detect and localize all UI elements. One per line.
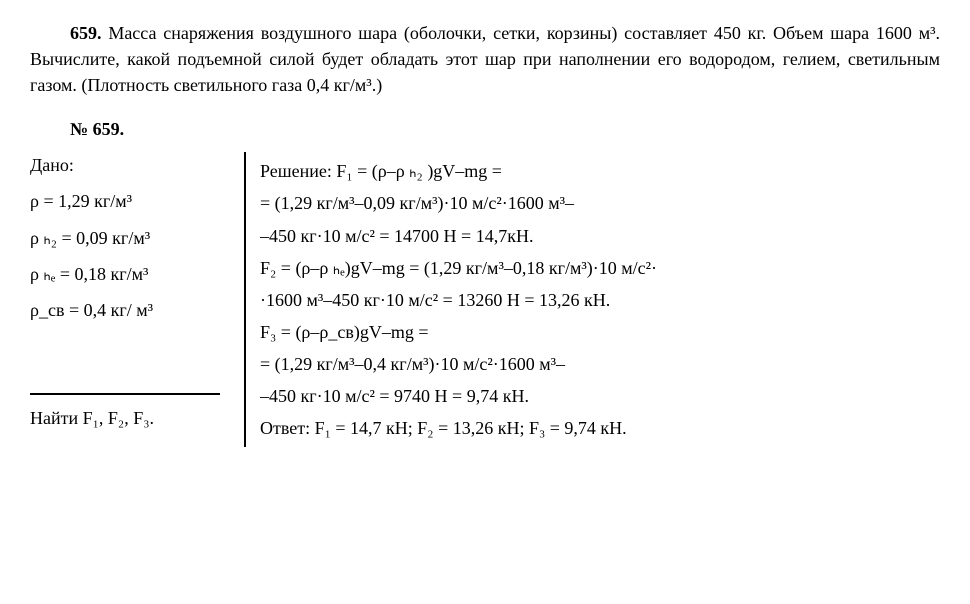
solution-block: Дано: ρ = 1,29 кг/м³ ρ ₕ₂ = 0,09 кг/м³ ρ…	[30, 152, 940, 447]
solution-column: Решение: F₁ = (ρ–ρ ₕ₂ )gV–mg = = (1,29 к…	[246, 152, 940, 447]
solution-line: ·1600 м³–450 кг·10 м/с² = 13260 Н = 13,2…	[260, 287, 940, 313]
problem-text: Масса снаряжения воздушного шара (оболоч…	[30, 23, 940, 95]
solution-line: = (1,29 кг/м³–0,09 кг/м³)·10 м/с²·1600 м…	[260, 190, 940, 216]
given-rho-air: ρ = 1,29 кг/м³	[30, 188, 230, 214]
problem-statement: 659. Масса снаряжения воздушного шара (о…	[30, 20, 940, 98]
solution-line: = (1,29 кг/м³–0,4 кг/м³)·10 м/с²·1600 м³…	[260, 351, 940, 377]
solution-line: F₂ = (ρ–ρ ₕₑ)gV–mg = (1,29 кг/м³–0,18 кг…	[260, 255, 940, 281]
find-separator	[30, 393, 220, 395]
given-rho-h2: ρ ₕ₂ = 0,09 кг/м³	[30, 225, 230, 251]
solution-line: Решение: F₁ = (ρ–ρ ₕ₂ )gV–mg =	[260, 158, 940, 184]
given-rho-sv: ρ_св = 0,4 кг/ м³	[30, 297, 230, 323]
solution-line: –450 кг·10 м/с² = 9740 Н = 9,74 кН.	[260, 383, 940, 409]
given-column: Дано: ρ = 1,29 кг/м³ ρ ₕ₂ = 0,09 кг/м³ ρ…	[30, 152, 246, 447]
solution-line: F₃ = (ρ–ρ_св)gV–mg =	[260, 319, 940, 345]
problem-number: 659.	[70, 23, 102, 43]
find-label: Найти F₁, F₂, F₃.	[30, 405, 230, 431]
given-rho-he: ρ ₕₑ = 0,18 кг/м³	[30, 261, 230, 287]
solution-number: № 659.	[30, 116, 940, 142]
solution-line: –450 кг·10 м/с² = 14700 Н = 14,7кН.	[260, 223, 940, 249]
solution-answer: Ответ: F₁ = 14,7 кН; F₂ = 13,26 кН; F₃ =…	[260, 415, 940, 441]
given-label: Дано:	[30, 152, 230, 178]
